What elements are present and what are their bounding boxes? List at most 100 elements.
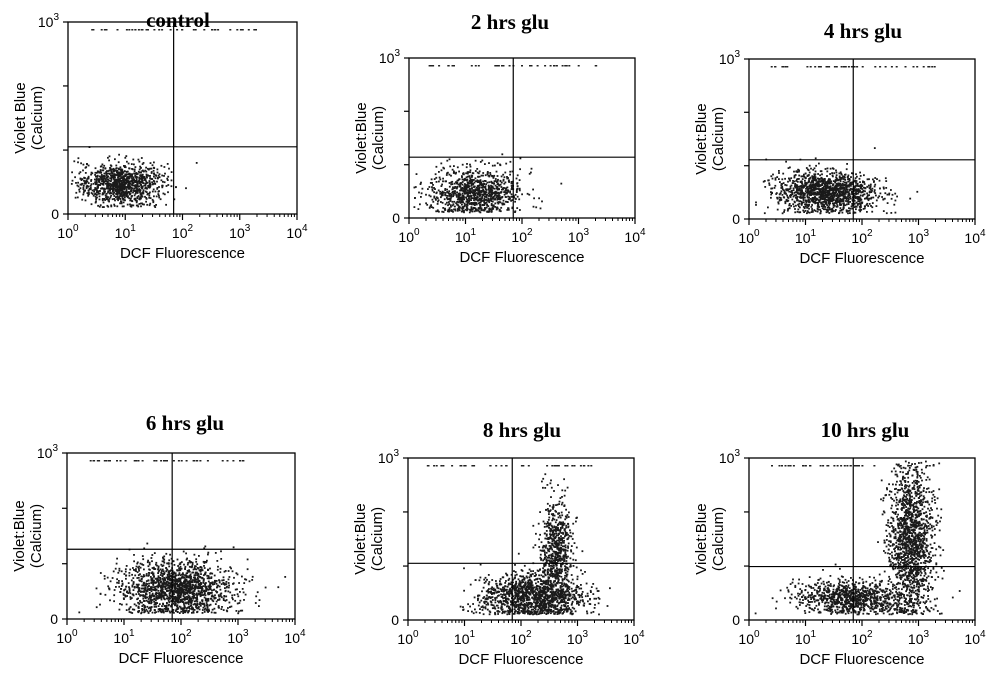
data-point (456, 209, 459, 212)
data-point (188, 570, 191, 573)
data-point (832, 191, 835, 194)
data-point (109, 186, 112, 189)
data-point (827, 182, 830, 185)
data-point (474, 170, 477, 172)
data-point (173, 600, 176, 603)
data-point (780, 187, 783, 189)
data-point (175, 186, 177, 189)
data-point (528, 172, 531, 175)
data-point (130, 190, 133, 193)
data-point (108, 197, 111, 200)
data-point (442, 166, 445, 169)
data-point (784, 202, 787, 205)
data-point (196, 574, 198, 577)
data-point (863, 181, 866, 184)
data-point (141, 181, 144, 184)
data-point (91, 189, 94, 192)
saturation-point (474, 65, 477, 67)
data-point (845, 191, 848, 193)
data-point (133, 569, 135, 571)
data-point (496, 207, 499, 210)
data-point (456, 201, 459, 203)
data-point (155, 593, 157, 595)
data-point (846, 200, 849, 203)
data-point (816, 191, 819, 193)
data-point (849, 207, 852, 210)
data-point (236, 593, 239, 596)
data-point (488, 200, 490, 202)
data-point (163, 597, 166, 600)
data-point (450, 183, 453, 186)
data-point (227, 578, 230, 581)
data-point (883, 187, 885, 190)
data-point (786, 209, 789, 212)
data-point (112, 176, 115, 179)
data-point (859, 197, 862, 200)
data-point (196, 595, 198, 597)
saturation-point (438, 65, 441, 67)
data-point (469, 169, 472, 172)
data-point (113, 589, 116, 591)
data-point (161, 570, 163, 572)
data-point (484, 180, 487, 182)
data-point (834, 202, 836, 204)
data-point (90, 179, 93, 181)
data-point (205, 582, 207, 584)
data-point (804, 181, 807, 184)
data-point (160, 585, 163, 587)
data-point (109, 580, 112, 583)
data-point (790, 205, 792, 207)
data-point (768, 182, 771, 185)
data-point (845, 209, 848, 212)
data-point (81, 198, 84, 201)
data-point (819, 208, 821, 211)
data-point (109, 168, 112, 170)
data-point (481, 195, 484, 198)
data-point (480, 207, 483, 210)
data-point (110, 204, 113, 207)
panel-title: 2 hrs glu (471, 10, 550, 34)
data-point (136, 577, 139, 579)
data-point (813, 191, 816, 194)
data-point (466, 184, 469, 187)
data-point (147, 174, 149, 177)
data-point (867, 205, 870, 207)
data-point (811, 199, 814, 201)
data-point (773, 187, 776, 189)
data-point (860, 198, 863, 201)
data-point (104, 188, 106, 191)
data-point (116, 195, 118, 198)
data-point (94, 167, 97, 170)
data-point (153, 205, 156, 207)
saturation-point (131, 29, 134, 31)
data-point (256, 591, 259, 594)
data-point (118, 181, 121, 184)
data-point (487, 211, 490, 213)
data-point (136, 571, 139, 574)
data-point (169, 611, 172, 614)
data-point (172, 599, 175, 601)
data-point (143, 547, 146, 550)
data-point (130, 200, 133, 202)
data-point (139, 189, 142, 192)
data-point (453, 200, 456, 203)
saturation-point (544, 65, 547, 67)
data-point (109, 183, 112, 185)
data-point (806, 195, 809, 198)
data-point (131, 184, 134, 187)
data-point (764, 186, 767, 188)
data-point (871, 202, 874, 204)
data-point (163, 585, 165, 587)
saturation-point (826, 66, 829, 68)
data-point (455, 202, 457, 205)
data-point (450, 174, 452, 177)
data-point (798, 178, 800, 180)
data-point (133, 608, 136, 611)
x-tick-label: 104 (286, 223, 308, 241)
data-point (492, 208, 495, 210)
data-point (447, 201, 450, 203)
data-point (445, 174, 448, 176)
data-point (138, 180, 140, 182)
data-point (807, 211, 809, 214)
data-point (519, 157, 522, 160)
